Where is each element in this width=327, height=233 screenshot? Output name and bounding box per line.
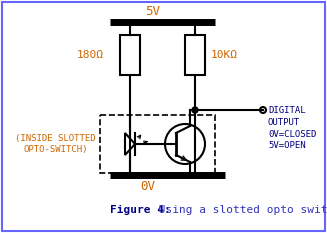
Text: 0V: 0V bbox=[141, 180, 156, 193]
Polygon shape bbox=[125, 133, 135, 155]
Bar bbox=[120, 35, 140, 75]
Text: 10KΩ: 10KΩ bbox=[211, 50, 238, 60]
Text: 5V: 5V bbox=[146, 5, 161, 18]
Text: 180Ω: 180Ω bbox=[77, 50, 104, 60]
Text: (INSIDE SLOTTED
OPTO-SWITCH): (INSIDE SLOTTED OPTO-SWITCH) bbox=[15, 134, 96, 154]
Bar bbox=[185, 35, 205, 75]
Circle shape bbox=[260, 107, 266, 113]
Circle shape bbox=[192, 107, 198, 113]
Text: Using a slotted opto switch: Using a slotted opto switch bbox=[152, 205, 327, 215]
Circle shape bbox=[165, 124, 205, 164]
Text: DIGITAL
OUTPUT
0V=CLOSED
5V=OPEN: DIGITAL OUTPUT 0V=CLOSED 5V=OPEN bbox=[268, 106, 317, 150]
Text: Figure 4:: Figure 4: bbox=[110, 205, 171, 215]
Bar bbox=[100, 115, 215, 173]
